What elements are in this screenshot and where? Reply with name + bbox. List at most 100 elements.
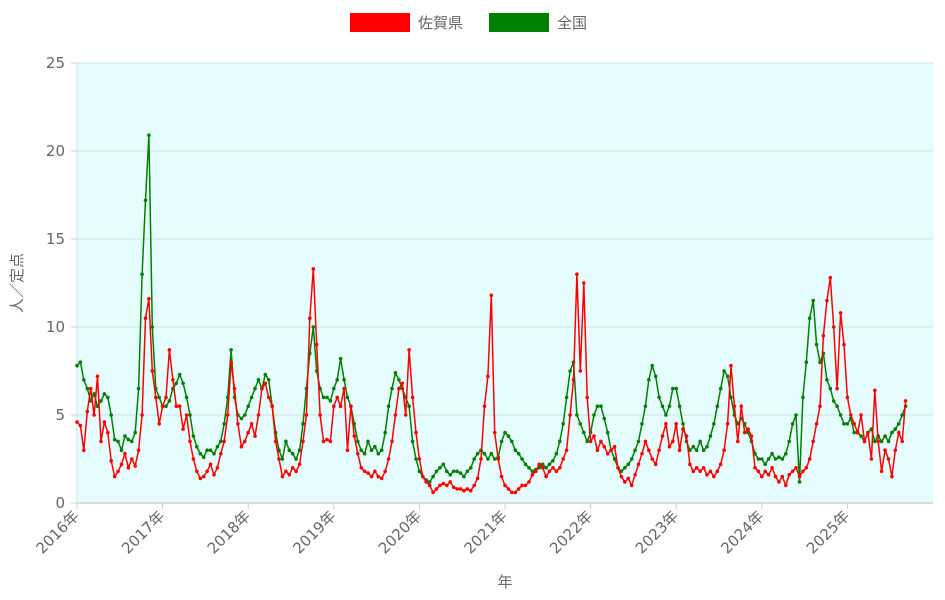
- data-point[interactable]: [650, 363, 654, 368]
- data-point[interactable]: [530, 473, 535, 477]
- data-point[interactable]: [647, 448, 651, 453]
- data-point[interactable]: [629, 457, 634, 461]
- data-point[interactable]: [547, 469, 552, 474]
- data-point[interactable]: [465, 469, 470, 474]
- data-point[interactable]: [492, 457, 497, 461]
- data-point[interactable]: [318, 413, 322, 417]
- data-point[interactable]: [852, 430, 856, 435]
- data-point[interactable]: [414, 430, 418, 435]
- data-point[interactable]: [698, 469, 702, 474]
- data-point[interactable]: [664, 422, 668, 426]
- data-point[interactable]: [462, 474, 466, 479]
- data-point[interactable]: [568, 369, 572, 373]
- data-point[interactable]: [838, 311, 843, 315]
- data-point[interactable]: [578, 422, 583, 426]
- data-point[interactable]: [729, 395, 733, 400]
- data-point[interactable]: [119, 448, 124, 453]
- data-point[interactable]: [831, 325, 836, 329]
- data-point[interactable]: [328, 439, 333, 444]
- data-point[interactable]: [585, 395, 589, 400]
- data-point[interactable]: [431, 490, 435, 495]
- data-point[interactable]: [777, 480, 781, 484]
- data-point[interactable]: [582, 430, 586, 435]
- data-point[interactable]: [174, 381, 179, 386]
- data-point[interactable]: [342, 386, 346, 391]
- data-point[interactable]: [890, 430, 894, 435]
- data-point[interactable]: [379, 448, 384, 453]
- data-point[interactable]: [842, 422, 846, 426]
- data-point[interactable]: [311, 267, 316, 271]
- data-point[interactable]: [78, 423, 83, 428]
- data-point[interactable]: [147, 297, 151, 301]
- data-point[interactable]: [612, 457, 617, 461]
- data-point[interactable]: [431, 474, 435, 479]
- data-point[interactable]: [219, 439, 223, 444]
- data-point[interactable]: [294, 469, 298, 474]
- data-point[interactable]: [369, 448, 374, 453]
- data-point[interactable]: [763, 469, 767, 474]
- data-point[interactable]: [445, 469, 449, 474]
- data-point[interactable]: [736, 439, 740, 444]
- data-point[interactable]: [362, 451, 367, 456]
- data-point[interactable]: [290, 466, 295, 470]
- data-point[interactable]: [486, 374, 490, 379]
- data-point[interactable]: [575, 272, 579, 277]
- data-point[interactable]: [599, 404, 603, 409]
- data-point[interactable]: [784, 483, 788, 488]
- data-point[interactable]: [277, 457, 281, 461]
- data-point[interactable]: [558, 466, 562, 470]
- data-point[interactable]: [729, 363, 733, 368]
- data-point[interactable]: [760, 474, 764, 479]
- data-point[interactable]: [540, 462, 545, 467]
- data-point[interactable]: [636, 462, 641, 467]
- data-point[interactable]: [383, 469, 388, 474]
- data-point[interactable]: [609, 448, 613, 453]
- data-point[interactable]: [294, 457, 298, 461]
- data-point[interactable]: [674, 386, 678, 391]
- data-point[interactable]: [602, 416, 607, 421]
- data-point[interactable]: [814, 422, 819, 426]
- data-point[interactable]: [903, 399, 908, 403]
- data-point[interactable]: [407, 348, 411, 352]
- data-point[interactable]: [855, 430, 860, 435]
- data-point[interactable]: [304, 413, 309, 417]
- data-point[interactable]: [657, 395, 661, 400]
- data-point[interactable]: [619, 474, 624, 479]
- data-point[interactable]: [527, 466, 531, 470]
- data-point[interactable]: [150, 369, 155, 373]
- data-point[interactable]: [243, 439, 247, 444]
- data-point[interactable]: [540, 466, 545, 470]
- data-point[interactable]: [167, 399, 172, 403]
- data-point[interactable]: [222, 439, 226, 444]
- data-point[interactable]: [198, 451, 203, 456]
- data-point[interactable]: [496, 457, 501, 461]
- data-point[interactable]: [434, 469, 439, 474]
- data-point[interactable]: [314, 342, 319, 347]
- data-point[interactable]: [592, 434, 596, 438]
- data-point[interactable]: [150, 325, 155, 329]
- data-point[interactable]: [770, 451, 774, 456]
- data-point[interactable]: [879, 469, 884, 474]
- data-point[interactable]: [794, 466, 798, 470]
- data-point[interactable]: [301, 439, 305, 444]
- data-point[interactable]: [393, 371, 398, 375]
- data-point[interactable]: [650, 457, 654, 461]
- data-point[interactable]: [438, 483, 442, 488]
- data-point[interactable]: [328, 399, 333, 403]
- data-point[interactable]: [811, 439, 815, 444]
- data-point[interactable]: [397, 386, 401, 391]
- data-point[interactable]: [417, 457, 422, 461]
- data-point[interactable]: [297, 448, 302, 453]
- data-point[interactable]: [537, 462, 541, 467]
- data-point[interactable]: [458, 487, 463, 491]
- data-point[interactable]: [140, 413, 144, 417]
- data-point[interactable]: [407, 404, 411, 409]
- data-point[interactable]: [876, 439, 880, 444]
- data-point[interactable]: [400, 381, 405, 386]
- data-point[interactable]: [253, 386, 257, 391]
- data-point[interactable]: [756, 469, 761, 474]
- data-point[interactable]: [677, 404, 682, 409]
- data-point[interactable]: [818, 404, 822, 409]
- data-point[interactable]: [564, 448, 569, 453]
- data-point[interactable]: [602, 444, 607, 449]
